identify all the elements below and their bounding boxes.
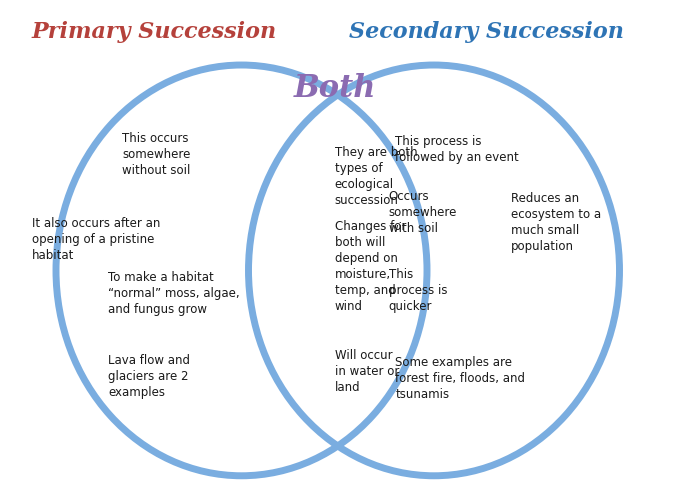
Text: Lava flow and
glaciers are 2
examples: Lava flow and glaciers are 2 examples [108,353,190,398]
Text: This occurs
somewhere
without soil: This occurs somewhere without soil [122,131,191,176]
Text: To make a habitat
“normal” moss, algae,
and fungus grow: To make a habitat “normal” moss, algae, … [108,270,240,315]
Text: Primary Succession: Primary Succession [32,21,276,42]
Text: Reduces an
ecosystem to a
much small
population: Reduces an ecosystem to a much small pop… [511,192,601,252]
Text: Will occur
in water or
land: Will occur in water or land [335,348,399,393]
Text: This
process is
quicker: This process is quicker [389,268,447,313]
Text: Changes for
both will
depend on
moisture,
temp, and
wind: Changes for both will depend on moisture… [335,220,406,312]
Text: They are both
types of
ecological
succession: They are both types of ecological succes… [335,145,417,206]
Text: Secondary Succession: Secondary Succession [349,21,624,42]
Text: It also occurs after an
opening of a pristine
habitat: It also occurs after an opening of a pri… [32,217,160,262]
Text: Occurs
somewhere
with soil: Occurs somewhere with soil [389,190,457,235]
Text: Some examples are
forest fire, floods, and
tsunamis: Some examples are forest fire, floods, a… [395,356,526,401]
Text: Both: Both [293,72,376,103]
Text: This process is
followed by an event: This process is followed by an event [395,134,519,163]
